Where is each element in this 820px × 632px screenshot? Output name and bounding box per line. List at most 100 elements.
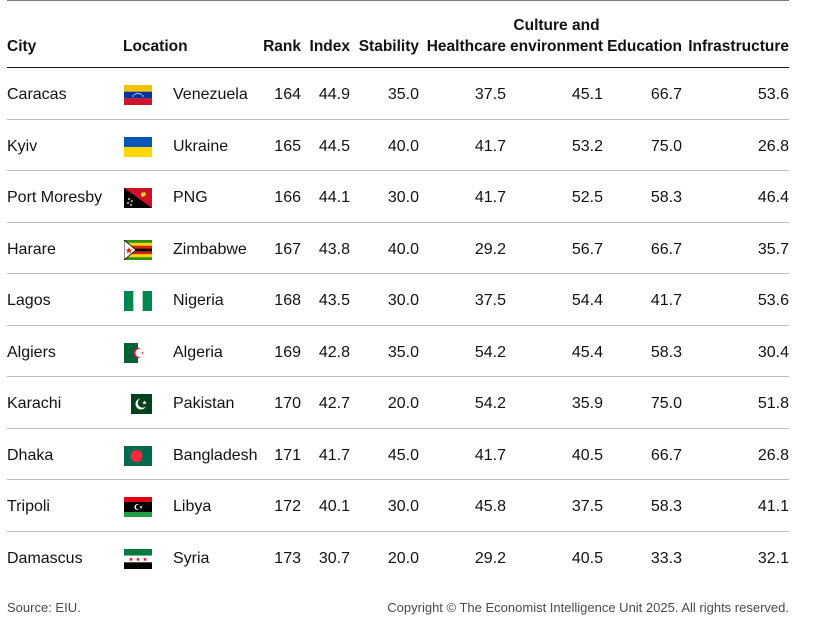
healthcare-cell: 29.2 bbox=[474, 549, 506, 567]
table-row: Caracas Venezuela 164 44.9 35.0 37.5 45.1 66.7 5… bbox=[7, 68, 789, 120]
culture-cell: 45.1 bbox=[571, 86, 603, 103]
zimbabwe-flag-icon bbox=[124, 239, 152, 260]
city-cell: Port Moresby bbox=[7, 189, 103, 206]
education-cell: 41.7 bbox=[650, 292, 682, 309]
index-cell: 30.7 bbox=[318, 549, 350, 567]
table-row: Lagos Nigeria 168 43.5 30.0 37.5 54.4 41.7 53.6 bbox=[7, 274, 789, 326]
png-flag-icon bbox=[124, 188, 152, 208]
table-body: Caracas Venezuela 164 44.9 35.0 37.5 45.1 66.7 5… bbox=[7, 68, 789, 583]
healthcare-cell: 41.7 bbox=[474, 189, 506, 206]
header-culture-line2: environment bbox=[509, 38, 603, 55]
location-cell: Venezuela bbox=[173, 86, 248, 103]
location-cell: Zimbabwe bbox=[173, 240, 247, 258]
education-cell: 58.3 bbox=[650, 189, 682, 206]
culture-cell: 35.9 bbox=[571, 395, 603, 412]
infrastructure-cell: 26.8 bbox=[757, 137, 789, 155]
stability-cell: 40.0 bbox=[387, 240, 419, 258]
location-cell: Bangladesh bbox=[173, 446, 258, 464]
infrastructure-cell: 46.4 bbox=[757, 189, 789, 206]
infrastructure-cell: 26.8 bbox=[757, 446, 789, 464]
table-row: Harare Zimbabwe 167 43.8 40.0 29.2 56.7 66.7 35.… bbox=[7, 223, 789, 274]
location-cell: Algeria bbox=[173, 343, 223, 361]
stability-cell: 20.0 bbox=[387, 549, 419, 567]
education-cell: 58.3 bbox=[650, 343, 682, 361]
infrastructure-cell: 32.1 bbox=[757, 549, 789, 567]
libya-flag-icon bbox=[124, 497, 152, 517]
culture-cell: 53.2 bbox=[571, 137, 603, 155]
education-cell: 66.7 bbox=[650, 240, 682, 258]
syria-flag-icon bbox=[124, 548, 152, 569]
table-row: Damascus Syria 173 30.7 20.0 29.2 40.5 33.3 32.1 bbox=[7, 532, 789, 584]
education-cell: 58.3 bbox=[650, 498, 682, 515]
infrastructure-cell: 53.6 bbox=[757, 292, 789, 309]
source-note: Source: EIU. bbox=[7, 600, 81, 615]
culture-cell: 52.5 bbox=[571, 189, 603, 206]
index-cell: 43.5 bbox=[318, 292, 350, 309]
culture-cell: 40.5 bbox=[571, 446, 603, 464]
healthcare-cell: 37.5 bbox=[474, 86, 506, 103]
rank-cell: 171 bbox=[274, 446, 301, 464]
healthcare-cell: 54.2 bbox=[474, 395, 506, 412]
location-cell: Nigeria bbox=[173, 292, 224, 309]
header-education: Education bbox=[607, 38, 682, 55]
index-cell: 40.1 bbox=[318, 498, 350, 515]
venezuela-flag-icon bbox=[124, 85, 152, 105]
stability-cell: 20.0 bbox=[387, 395, 419, 412]
healthcare-cell: 54.2 bbox=[474, 343, 506, 361]
city-cell: Algiers bbox=[7, 343, 56, 361]
rank-cell: 164 bbox=[274, 86, 301, 103]
city-cell: Damascus bbox=[7, 549, 83, 567]
healthcare-cell: 29.2 bbox=[474, 240, 506, 258]
healthcare-cell: 41.7 bbox=[474, 137, 506, 155]
table-row: Algiers Algeria 169 42.8 35.0 54.2 45.4 58.3 30.… bbox=[7, 326, 789, 377]
ukraine-flag-icon bbox=[124, 136, 152, 157]
city-cell: Dhaka bbox=[7, 446, 54, 464]
header-culture-line1: Culture and bbox=[513, 17, 600, 34]
stability-cell: 45.0 bbox=[387, 446, 419, 464]
city-cell: Caracas bbox=[7, 86, 67, 103]
location-cell: Libya bbox=[173, 498, 212, 515]
stability-cell: 35.0 bbox=[387, 86, 419, 103]
rank-cell: 173 bbox=[274, 549, 301, 567]
table-row: Kyiv Ukraine 165 44.5 40.0 41.7 53.2 75.0 26.8 bbox=[7, 120, 789, 171]
infrastructure-cell: 53.6 bbox=[757, 86, 789, 103]
infrastructure-cell: 35.7 bbox=[757, 240, 789, 258]
stability-cell: 35.0 bbox=[387, 343, 419, 361]
index-cell: 41.7 bbox=[318, 446, 350, 464]
city-cell: Tripoli bbox=[7, 498, 50, 515]
bangladesh-flag-icon bbox=[124, 445, 152, 466]
algeria-flag-icon bbox=[124, 342, 152, 363]
top-rule bbox=[7, 0, 789, 1]
index-cell: 42.7 bbox=[318, 395, 350, 412]
table-row: Dhaka Bangladesh 171 41.7 45.0 41.7 40.5 66.7 26… bbox=[7, 429, 789, 480]
culture-cell: 40.5 bbox=[571, 549, 603, 567]
healthcare-cell: 37.5 bbox=[474, 292, 506, 309]
stability-cell: 40.0 bbox=[387, 137, 419, 155]
city-cell: Lagos bbox=[7, 292, 51, 309]
header-location: Location bbox=[123, 38, 188, 55]
rank-cell: 166 bbox=[274, 189, 301, 206]
healthcare-cell: 41.7 bbox=[474, 446, 506, 464]
education-cell: 33.3 bbox=[650, 549, 682, 567]
rank-cell: 169 bbox=[274, 343, 301, 361]
index-cell: 42.8 bbox=[318, 343, 350, 361]
header-culture-environment: Culture and environment bbox=[510, 15, 603, 57]
location-cell: PNG bbox=[173, 189, 208, 206]
rank-cell: 172 bbox=[274, 498, 301, 515]
table-row: Karachi Pakistan 170 42.7 20.0 54.2 35.9 75.0 51… bbox=[7, 377, 789, 429]
infrastructure-cell: 30.4 bbox=[757, 343, 789, 361]
infrastructure-cell: 51.8 bbox=[757, 395, 789, 412]
city-cell: Harare bbox=[7, 240, 56, 258]
city-cell: Kyiv bbox=[7, 137, 38, 155]
table-header: City Location Rank Index Stability Healt… bbox=[7, 0, 789, 68]
culture-cell: 37.5 bbox=[571, 498, 603, 515]
culture-cell: 56.7 bbox=[571, 240, 603, 258]
stability-cell: 30.0 bbox=[387, 498, 419, 515]
table-row: Port Moresby PNG 166 44.1 30.0 41.7 52.5 58.3 46… bbox=[7, 171, 789, 223]
infrastructure-cell: 41.1 bbox=[757, 498, 789, 515]
healthcare-cell: 45.8 bbox=[474, 498, 506, 515]
index-cell: 44.9 bbox=[318, 86, 350, 103]
header-healthcare: Healthcare bbox=[426, 38, 506, 55]
nigeria-flag-icon bbox=[124, 291, 152, 311]
location-cell: Pakistan bbox=[173, 395, 235, 412]
